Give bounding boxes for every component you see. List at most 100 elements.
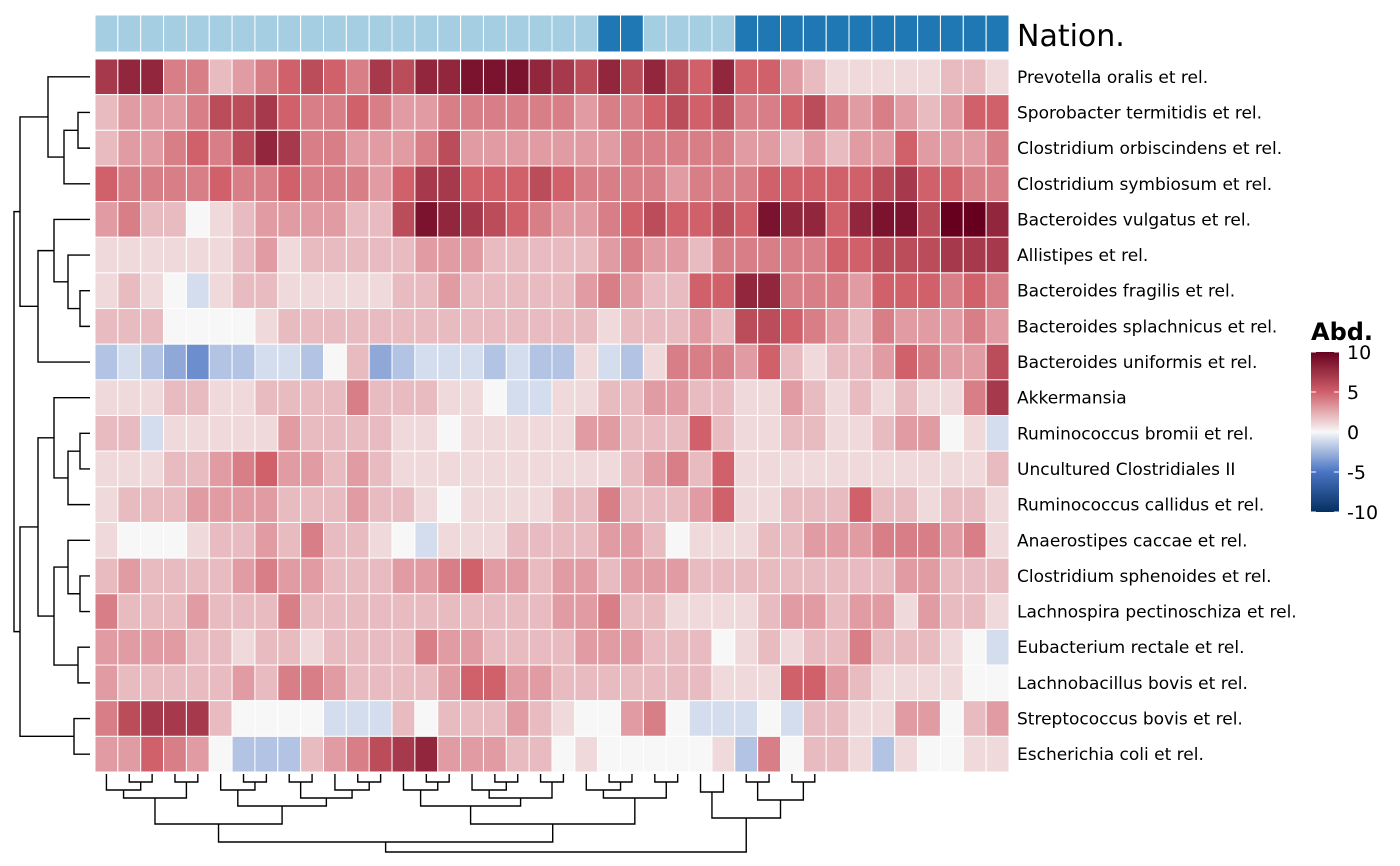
heatmap-cell <box>345 58 370 96</box>
heatmap-cell <box>574 343 599 381</box>
heatmap-cell <box>391 700 416 737</box>
heatmap-cell <box>163 735 187 773</box>
heatmap-cell <box>962 486 987 523</box>
heatmap-cell <box>665 58 690 96</box>
heatmap-cell <box>117 236 142 274</box>
heatmap-cell <box>437 165 462 203</box>
heatmap-cell <box>780 165 804 203</box>
heatmap-cell <box>848 94 873 131</box>
heatmap-cell <box>894 415 919 452</box>
heatmap-cell <box>734 236 759 274</box>
heatmap-cell <box>94 700 119 737</box>
heatmap-cell <box>688 415 713 452</box>
heatmap-cell <box>254 236 279 274</box>
heatmap-cell <box>117 129 142 167</box>
annotation-cell <box>231 14 256 53</box>
heatmap-cell <box>345 593 370 630</box>
heatmap-cell <box>917 628 941 666</box>
heatmap-cell <box>528 379 553 417</box>
heatmap-cell <box>185 201 210 238</box>
heatmap-cell <box>939 129 964 167</box>
heatmap-cell <box>482 129 507 167</box>
heatmap-cell <box>277 521 302 559</box>
heatmap-cell <box>597 735 622 773</box>
heatmap-cell <box>323 700 347 737</box>
heatmap-cell <box>985 58 1010 96</box>
heatmap-cell <box>482 379 507 417</box>
heatmap-cell <box>665 129 690 167</box>
heatmap-cell <box>323 129 347 167</box>
heatmap-cell <box>345 415 370 452</box>
annotation-cell <box>825 14 850 53</box>
heatmap-cell <box>734 450 759 488</box>
heatmap-cell <box>414 664 439 702</box>
heatmap-cell <box>117 415 142 452</box>
heatmap-cell <box>391 272 416 310</box>
heatmap-cell <box>711 201 736 238</box>
annotation-cell <box>482 14 507 53</box>
heatmap-cell <box>391 557 416 595</box>
heatmap-cell <box>871 521 896 559</box>
heatmap-cell <box>848 58 873 96</box>
heatmap-cell <box>825 236 850 274</box>
heatmap-cell <box>254 593 279 630</box>
heatmap-cell <box>528 521 553 559</box>
heatmap-cell <box>597 593 622 630</box>
heatmap-cell <box>734 628 759 666</box>
heatmap-cell <box>825 94 850 131</box>
annotation-cell <box>688 14 713 53</box>
heatmap-cell <box>574 486 599 523</box>
heatmap-cell <box>665 94 690 131</box>
row-label: Lachnospira pectinoschiza et rel. <box>1017 603 1297 623</box>
heatmap-cell <box>802 272 827 310</box>
heatmap-cell <box>894 308 919 345</box>
heatmap-cell <box>94 415 119 452</box>
legend-tick-label: -10 <box>1347 502 1378 524</box>
heatmap-cell <box>917 450 941 488</box>
heatmap-cell <box>757 450 782 488</box>
heatmap-cell <box>460 58 484 96</box>
heatmap-cell <box>871 58 896 96</box>
heatmap-cell <box>323 94 347 131</box>
heatmap-cell <box>688 664 713 702</box>
annotation-cell <box>163 14 187 53</box>
heatmap-cell <box>117 450 142 488</box>
heatmap-cell <box>802 557 827 595</box>
heatmap-cell <box>802 486 827 523</box>
heatmap-cell <box>460 735 484 773</box>
heatmap-cell <box>300 236 324 274</box>
row-label: Lachnobacillus bovis et rel. <box>1017 674 1248 694</box>
heatmap-cell <box>894 593 919 630</box>
heatmap-cell <box>848 415 873 452</box>
heatmap-cell <box>894 272 919 310</box>
heatmap-cell <box>711 450 736 488</box>
heatmap-cell <box>688 308 713 345</box>
heatmap-cell <box>163 129 187 167</box>
heatmap-cell <box>894 735 919 773</box>
heatmap-cell <box>551 58 576 96</box>
heatmap-cell <box>185 58 210 96</box>
heatmap-cell <box>345 308 370 345</box>
heatmap-cell <box>802 308 827 345</box>
heatmap-cell <box>939 201 964 238</box>
heatmap-cell <box>323 272 347 310</box>
heatmap-cell <box>163 165 187 203</box>
heatmap-cell <box>620 165 644 203</box>
heatmap-cell <box>277 129 302 167</box>
heatmap-cell <box>574 450 599 488</box>
heatmap-cell <box>437 308 462 345</box>
annotation-cell <box>528 14 553 53</box>
heatmap-cell <box>254 165 279 203</box>
heatmap-cell <box>208 58 233 96</box>
heatmap-cell <box>117 664 142 702</box>
heatmap-cell <box>985 165 1010 203</box>
heatmap-cell <box>94 58 119 96</box>
heatmap-cell <box>300 557 324 595</box>
heatmap-cell <box>277 201 302 238</box>
heatmap-cell <box>414 58 439 96</box>
heatmap-cell <box>208 735 233 773</box>
heatmap-cell <box>277 415 302 452</box>
heatmap-cell <box>780 593 804 630</box>
heatmap-cell <box>231 521 256 559</box>
heatmap-cell <box>345 343 370 381</box>
